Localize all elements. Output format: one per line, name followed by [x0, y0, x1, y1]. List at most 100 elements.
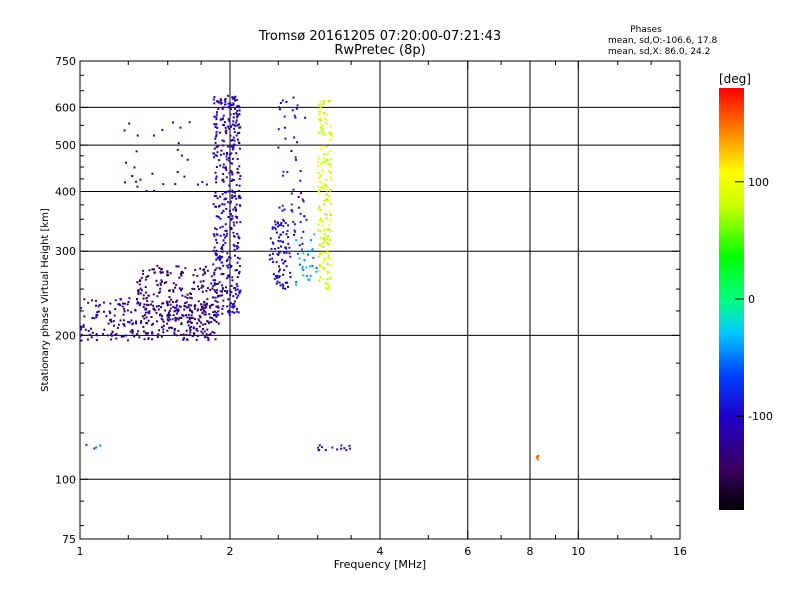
echo-point: [218, 204, 221, 207]
echo-point: [305, 218, 308, 221]
echo-point: [187, 324, 190, 327]
echo-point: [273, 220, 276, 223]
echo-point: [279, 240, 282, 243]
echo-point: [228, 263, 231, 266]
echo-point: [233, 96, 236, 99]
echo-point: [227, 298, 230, 301]
echo-point: [279, 108, 282, 111]
echo-point: [196, 309, 199, 312]
echo-point: [194, 304, 197, 307]
echo-point: [151, 172, 154, 175]
echo-point: [234, 194, 237, 197]
echo-point: [301, 265, 304, 268]
echo-point: [323, 266, 326, 269]
echo-point: [173, 334, 176, 337]
echo-point: [232, 147, 235, 150]
echo-point: [206, 287, 209, 290]
echo-point: [215, 181, 218, 184]
echo-point: [226, 290, 229, 293]
echo-point: [123, 324, 126, 327]
echo-point: [169, 318, 172, 321]
echo-point: [286, 229, 289, 232]
echo-point: [186, 306, 189, 309]
echo-point: [213, 331, 216, 334]
echo-point: [203, 336, 206, 339]
echo-point: [193, 288, 196, 291]
echo-point: [234, 95, 237, 98]
echo-point: [325, 178, 328, 181]
echo-point: [166, 318, 169, 321]
echo-point: [319, 236, 322, 239]
echo-point: [225, 166, 228, 169]
echo-point: [169, 303, 172, 306]
echo-point: [213, 246, 216, 249]
echo-point: [233, 139, 236, 142]
echo-point: [282, 287, 285, 290]
echo-point: [329, 263, 332, 266]
echo-point: [171, 301, 174, 304]
echo-point: [330, 202, 333, 205]
echo-point: [275, 231, 278, 234]
echo-point: [218, 281, 221, 284]
echo-point: [329, 214, 332, 217]
echo-point: [131, 175, 134, 178]
echo-point: [277, 240, 280, 243]
echo-point: [227, 145, 230, 148]
echo-point: [191, 317, 194, 320]
echo-point: [165, 300, 168, 303]
echo-point: [203, 272, 206, 275]
echo-point: [232, 136, 235, 139]
echo-point: [126, 303, 129, 306]
echo-point: [195, 338, 198, 341]
echo-point: [272, 242, 275, 245]
echo-point: [176, 299, 179, 302]
echo-point: [295, 107, 298, 110]
echo-point: [327, 228, 330, 231]
echo-point: [290, 149, 293, 152]
echo-point: [201, 328, 204, 331]
echo-point: [180, 333, 183, 336]
echo-point: [122, 319, 125, 322]
echo-point: [229, 212, 232, 215]
echo-point: [236, 261, 239, 264]
echo-point: [231, 178, 234, 181]
echo-point: [221, 139, 224, 142]
echo-point: [112, 320, 115, 323]
echo-point: [176, 171, 179, 174]
echo-point: [236, 275, 239, 278]
x-tick-label: 16: [673, 545, 687, 558]
echo-point: [161, 318, 164, 321]
y-tick-label: 750: [55, 55, 76, 68]
echo-point: [325, 113, 328, 116]
echo-point: [236, 288, 239, 291]
echo-point: [153, 134, 156, 137]
echo-point: [227, 274, 230, 277]
echo-point: [217, 107, 220, 110]
echo-point: [219, 153, 222, 156]
echo-point: [171, 318, 174, 321]
echo-point: [90, 299, 93, 302]
echo-point: [223, 191, 226, 194]
echo-point: [135, 180, 138, 183]
echo-point: [213, 123, 216, 126]
echo-point: [319, 162, 322, 165]
echo-point: [322, 157, 325, 160]
echo-point: [150, 315, 153, 318]
echo-point: [317, 157, 320, 160]
echo-point: [197, 308, 200, 311]
echo-point: [196, 183, 199, 186]
echo-point: [127, 300, 130, 303]
echo-point: [275, 261, 278, 264]
echo-point: [187, 320, 190, 323]
echo-point: [233, 99, 236, 102]
echo-point: [536, 458, 539, 461]
x-tick-label: 1: [77, 545, 84, 558]
echo-point: [176, 312, 179, 315]
echo-point: [163, 281, 166, 284]
echo-point: [217, 295, 220, 298]
echo-point: [204, 265, 207, 268]
echo-point: [173, 306, 176, 309]
echo-point: [281, 258, 284, 261]
echo-point: [238, 123, 241, 126]
echo-point: [219, 217, 222, 220]
